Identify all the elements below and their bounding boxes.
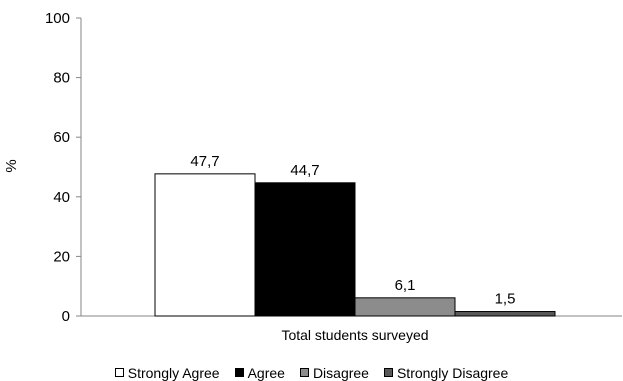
y-tick-label: 40 xyxy=(53,189,70,206)
y-tick-label: 20 xyxy=(53,248,70,265)
bars-group: 47,7 44,7 6,1 1,5 xyxy=(154,153,556,317)
bar-chart: 0 20 40 60 80 100 47,7 44,7 6,1 1,5 % Total stud… xyxy=(3,10,622,343)
y-tick-label: 0 xyxy=(62,308,70,325)
data-label-strongly-disagree: 1,5 xyxy=(495,291,516,308)
legend-label-strongly-agree: Strongly Agree xyxy=(127,364,220,381)
y-tick-label: 80 xyxy=(53,70,70,87)
bar-agree xyxy=(254,182,356,317)
legend-item-strongly-agree: Strongly Agree xyxy=(114,364,220,381)
data-label-disagree: 6,1 xyxy=(395,277,416,294)
x-axis-label: Total students surveyed xyxy=(281,327,428,343)
bar-strongly-agree xyxy=(154,173,256,317)
legend-item-strongly-disagree: Strongly Disagree xyxy=(383,364,509,381)
legend-label-strongly-disagree: Strongly Disagree xyxy=(396,364,509,381)
legend-label-disagree: Disagree xyxy=(312,364,369,381)
bar-disagree xyxy=(354,297,456,317)
y-tick-label: 60 xyxy=(53,129,70,146)
data-label-agree: 44,7 xyxy=(290,162,319,179)
legend-swatch-strongly-disagree xyxy=(383,368,393,377)
y-axis-label: % xyxy=(3,159,20,172)
data-label-strongly-agree: 47,7 xyxy=(190,153,219,170)
legend-swatch-disagree xyxy=(299,368,309,377)
legend-item-disagree: Disagree xyxy=(299,364,369,381)
chart-legend: Strongly Agree Agree Disagree Strongly D… xyxy=(0,364,623,381)
legend-label-agree: Agree xyxy=(247,364,285,381)
legend-swatch-agree xyxy=(234,368,244,377)
legend-swatch-strongly-agree xyxy=(114,368,124,377)
y-tick-label: 100 xyxy=(45,10,70,27)
bar-strongly-disagree xyxy=(454,311,556,317)
y-axis-ticks: 0 20 40 60 80 100 xyxy=(45,10,81,325)
legend-item-agree: Agree xyxy=(234,364,285,381)
